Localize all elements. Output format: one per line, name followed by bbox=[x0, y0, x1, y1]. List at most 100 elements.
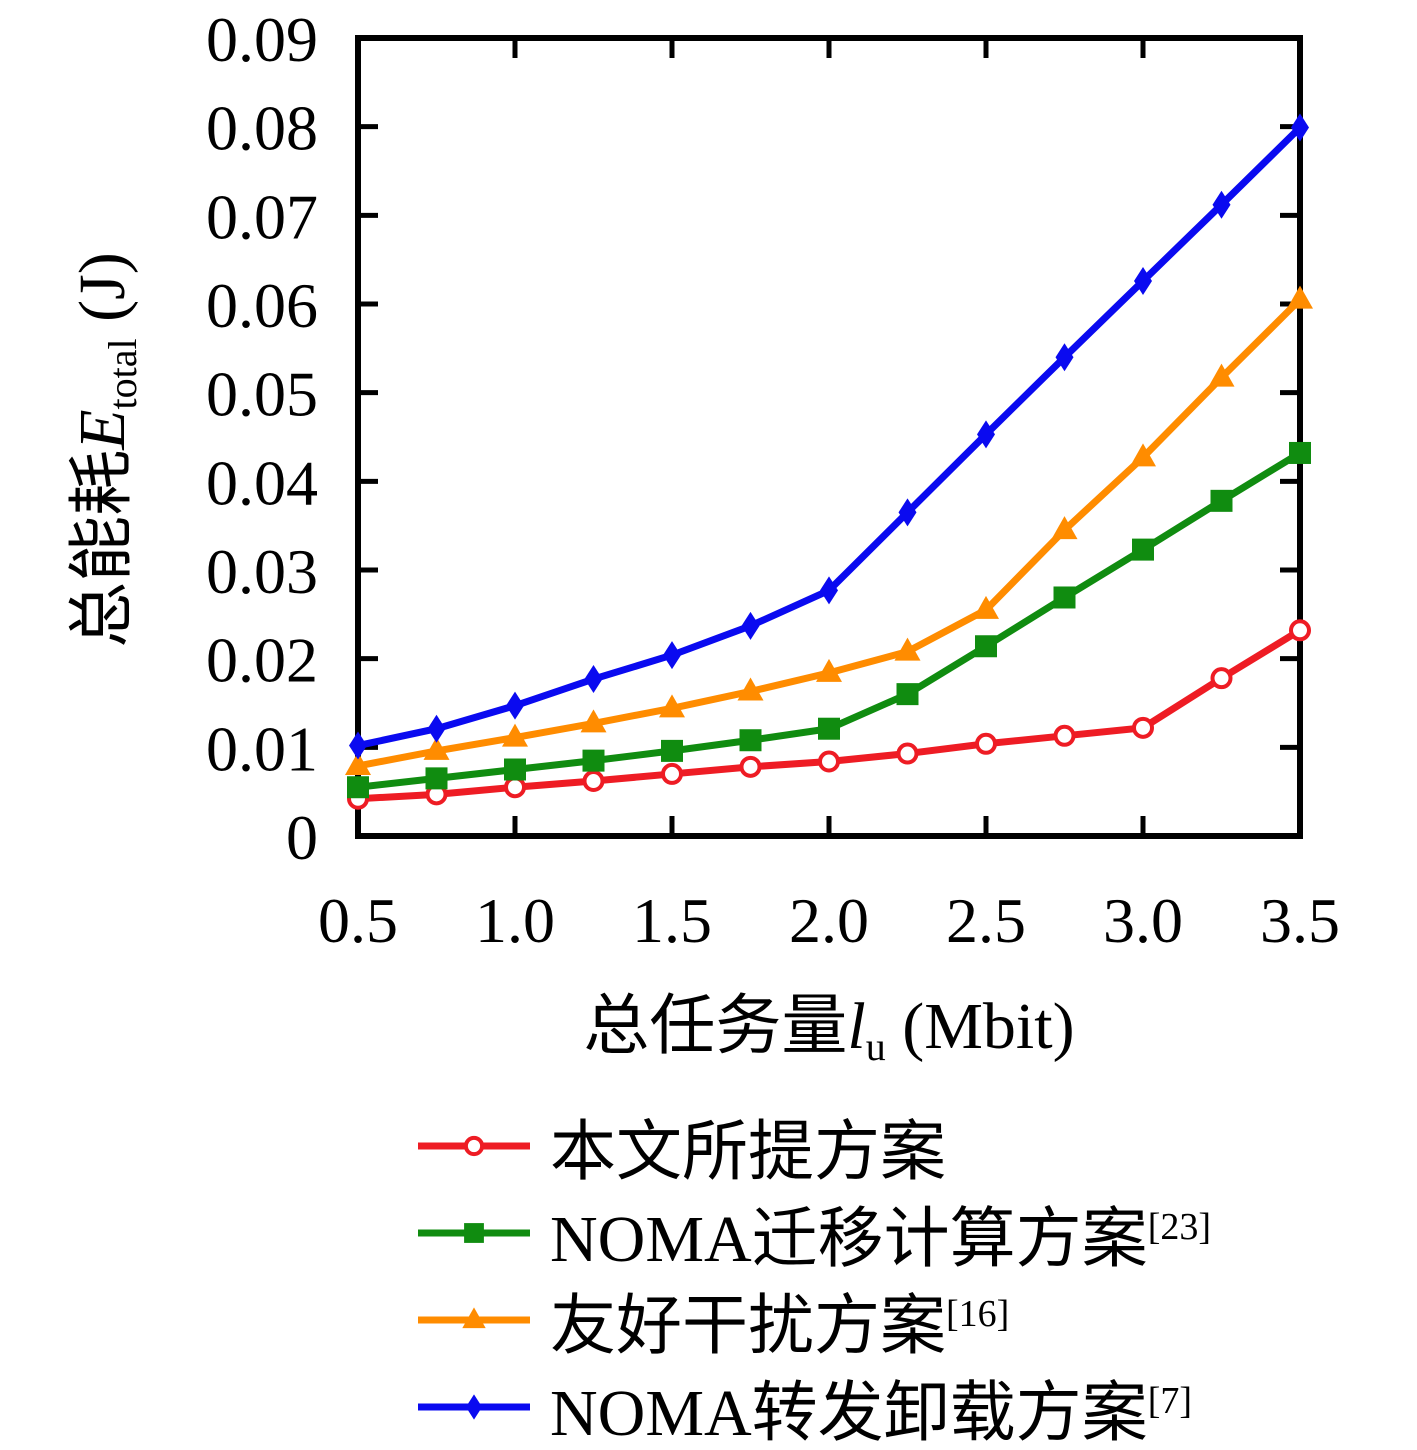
y-tick-label: 0.07 bbox=[206, 181, 318, 252]
series-marker-square bbox=[504, 758, 526, 781]
series-marker-circle bbox=[896, 742, 919, 765]
legend-sample-triangle bbox=[418, 1306, 530, 1328]
legend-item-0: 本文所提方案 bbox=[418, 1102, 1211, 1189]
series-marker-triangle bbox=[423, 736, 450, 760]
series-marker-triangle bbox=[345, 751, 371, 775]
series-marker-triangle bbox=[462, 1306, 486, 1328]
series-marker-square bbox=[1210, 489, 1233, 512]
x-axis-label-text: 总任务量 bbox=[583, 990, 848, 1063]
series-marker-circle bbox=[582, 770, 605, 793]
series-marker-triangle bbox=[659, 694, 685, 718]
series-marker-circle bbox=[1210, 667, 1233, 690]
series-marker-triangle bbox=[1287, 285, 1313, 309]
series-marker-triangle bbox=[1051, 516, 1078, 540]
series-marker-square bbox=[464, 1222, 484, 1243]
chart-legend: 本文所提方案 NOMA迁移计算方案[23] 友好干扰方案[16] NOMA转发卸载方案… bbox=[418, 1102, 1211, 1450]
series-marker-circle bbox=[504, 776, 526, 799]
y-tick-label: 0.02 bbox=[206, 625, 318, 696]
series-marker-diamond bbox=[741, 611, 760, 640]
series-marker-square bbox=[425, 767, 448, 790]
x-tick-label: 1.5 bbox=[632, 885, 712, 956]
series-marker-circle bbox=[1289, 619, 1311, 642]
series-marker-square bbox=[1053, 586, 1076, 609]
legend-citation-ref: [7] bbox=[1147, 1379, 1192, 1422]
series-marker-diamond bbox=[898, 498, 917, 527]
series-marker-circle bbox=[975, 732, 997, 755]
x-tick-label: 3.0 bbox=[1103, 885, 1183, 956]
series-marker-square bbox=[1132, 538, 1154, 561]
series-marker-square bbox=[896, 683, 919, 706]
series-marker-diamond bbox=[584, 665, 603, 694]
series-marker-triangle bbox=[502, 723, 528, 747]
series-marker-square bbox=[582, 749, 605, 772]
series-marker-circle bbox=[1053, 724, 1076, 747]
x-axis-label: 总任务量lu (Mbit) bbox=[583, 972, 1074, 1070]
series-marker-triangle bbox=[1130, 443, 1156, 467]
legend-item-3: NOMA转发卸载方案[7] bbox=[418, 1363, 1211, 1450]
series-marker-diamond bbox=[349, 731, 367, 760]
series-marker-circle bbox=[739, 755, 762, 778]
y-tick-label: 0.03 bbox=[206, 536, 318, 607]
series-marker-circle bbox=[1132, 716, 1154, 739]
y-tick-label: 0 bbox=[286, 802, 318, 873]
y-tick-label: 0.04 bbox=[206, 447, 318, 518]
series-marker-circle bbox=[818, 750, 840, 773]
x-axis-label-variable: l bbox=[847, 990, 866, 1063]
y-tick-label: 0.08 bbox=[206, 93, 318, 164]
y-axis-label-variable: E bbox=[66, 409, 139, 450]
y-tick-label: 0.05 bbox=[206, 359, 318, 430]
series-marker-diamond bbox=[1212, 190, 1231, 219]
legend-sample-square bbox=[418, 1222, 530, 1243]
x-tick-label: 2.0 bbox=[789, 885, 869, 956]
y-axis-label-text: 总能耗 bbox=[66, 449, 139, 648]
series-marker-square bbox=[975, 635, 997, 658]
series-marker-triangle bbox=[894, 637, 921, 661]
series-marker-triangle bbox=[1208, 363, 1235, 387]
y-tick-label: 0.09 bbox=[206, 4, 318, 75]
series-marker-square bbox=[1289, 441, 1311, 464]
y-tick-label: 0.01 bbox=[206, 713, 318, 784]
legend-citation-ref: [23] bbox=[1147, 1205, 1211, 1248]
series-marker-square bbox=[818, 717, 840, 740]
series-marker-diamond bbox=[465, 1393, 483, 1420]
y-axis-label-subscript: total bbox=[100, 338, 145, 410]
legend-sample-circle bbox=[418, 1135, 530, 1156]
legend-citation-ref: [16] bbox=[946, 1292, 1010, 1335]
x-axis-label-subscript: u bbox=[865, 1024, 886, 1069]
legend-item-1: NOMA迁移计算方案[23] bbox=[418, 1189, 1211, 1276]
series-marker-triangle bbox=[580, 709, 607, 733]
x-tick-label: 1.0 bbox=[475, 885, 555, 956]
series-marker-square bbox=[347, 776, 369, 799]
series-marker-triangle bbox=[737, 677, 764, 701]
series-marker-diamond bbox=[1055, 343, 1074, 372]
series-line-2 bbox=[357, 297, 1303, 770]
line-chart-plot: 0 0.01 0.02 0.03 0.04 0.05 0.06 0.07 0.08 0.09 0.5… bbox=[206, 4, 1340, 956]
x-tick-label: 2.5 bbox=[946, 885, 1026, 956]
legend-label: 本文所提方案 bbox=[550, 1115, 946, 1189]
series-marker-diamond bbox=[506, 691, 524, 720]
x-axis-label-unit: (Mbit) bbox=[885, 990, 1075, 1063]
series-marker-circle bbox=[463, 1135, 485, 1156]
series-marker-diamond bbox=[1291, 113, 1309, 142]
series-marker-triangle bbox=[816, 658, 842, 682]
series-marker-diamond bbox=[977, 420, 995, 449]
series-marker-diamond bbox=[820, 576, 838, 605]
series-marker-diamond bbox=[663, 641, 681, 670]
series-marker-square bbox=[661, 739, 683, 762]
y-tick-label: 0.06 bbox=[206, 270, 318, 341]
legend-label: NOMA转发卸载方案[7] bbox=[550, 1376, 1192, 1450]
series-marker-diamond bbox=[427, 714, 446, 743]
x-tick-label: 3.5 bbox=[1260, 885, 1340, 956]
y-axis-label-unit: (J) bbox=[66, 252, 139, 339]
series-marker-diamond bbox=[1134, 266, 1152, 295]
legend-label: 友好干扰方案[16] bbox=[550, 1289, 1010, 1363]
series-marker-square bbox=[739, 729, 762, 752]
legend-label: NOMA迁移计算方案[23] bbox=[550, 1202, 1211, 1276]
legend-sample-diamond bbox=[418, 1393, 530, 1420]
legend-item-2: 友好干扰方案[16] bbox=[418, 1276, 1211, 1363]
series-marker-circle bbox=[661, 762, 683, 785]
series-marker-triangle bbox=[973, 595, 999, 619]
y-axis-label: 总能耗Etotal (J) bbox=[48, 252, 146, 648]
x-tick-label: 0.5 bbox=[318, 885, 398, 956]
